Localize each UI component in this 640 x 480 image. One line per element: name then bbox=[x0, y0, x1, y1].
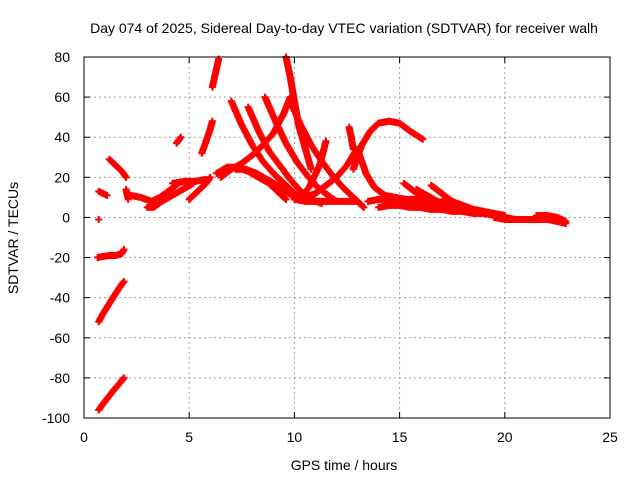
data-point bbox=[322, 137, 330, 145]
data-point bbox=[360, 203, 368, 211]
grid-lines bbox=[84, 57, 610, 418]
data-point bbox=[282, 195, 290, 203]
series-s11 bbox=[173, 133, 185, 147]
x-tick-label: 20 bbox=[497, 429, 513, 445]
series-s14 bbox=[208, 55, 223, 91]
x-tick-label: 10 bbox=[287, 429, 303, 445]
data-point bbox=[124, 195, 132, 203]
chart-title: Day 074 of 2025, Sidereal Day-to-day VTE… bbox=[90, 20, 598, 36]
series-s13 bbox=[198, 117, 216, 157]
y-tick-label: -60 bbox=[50, 330, 70, 346]
series-s26 bbox=[345, 123, 357, 153]
y-tick-label: -20 bbox=[50, 250, 70, 266]
series-s03 bbox=[94, 246, 128, 262]
y-tick-label: -40 bbox=[50, 290, 70, 306]
data-point-fill bbox=[281, 194, 289, 202]
y-axis-label: SDTVAR / TECUs bbox=[5, 182, 21, 294]
x-tick-label: 25 bbox=[602, 429, 618, 445]
data-point bbox=[419, 135, 427, 143]
data-point bbox=[120, 374, 128, 382]
series-s10 bbox=[168, 175, 210, 187]
y-tick-label: 40 bbox=[54, 129, 70, 145]
y-tick-label: 20 bbox=[54, 169, 70, 185]
series-s23 bbox=[290, 195, 362, 205]
data-points bbox=[94, 53, 570, 414]
x-tick-label: 15 bbox=[392, 429, 408, 445]
data-point bbox=[95, 215, 103, 223]
data-point bbox=[122, 173, 130, 181]
tick-labels: 0 5 10 15 20 25 -100 -80 -60 -40 -20 0 20 40 60 80 bbox=[42, 49, 618, 445]
x-tick-label: 0 bbox=[80, 429, 88, 445]
data-point bbox=[562, 217, 570, 225]
data-point bbox=[354, 197, 362, 205]
data-point bbox=[208, 117, 216, 125]
data-point-fill bbox=[359, 202, 367, 210]
data-point bbox=[120, 246, 128, 254]
series-s04 bbox=[95, 215, 103, 223]
y-tick-label: -100 bbox=[42, 410, 70, 426]
x-tick-label: 5 bbox=[185, 429, 193, 445]
y-tick-label: 60 bbox=[54, 89, 70, 105]
data-point bbox=[307, 165, 315, 173]
y-tick-label: 0 bbox=[62, 209, 70, 225]
series-s05 bbox=[95, 187, 111, 199]
y-tick-label: -80 bbox=[50, 370, 70, 386]
axis-ticks bbox=[83, 56, 611, 419]
series-s12 bbox=[185, 173, 214, 203]
y-tick-label: 80 bbox=[54, 49, 70, 65]
series-s02 bbox=[95, 278, 128, 326]
data-point bbox=[103, 191, 111, 199]
data-point bbox=[177, 133, 185, 141]
series-s37 bbox=[532, 211, 570, 225]
x-axis-label: GPS time / hours bbox=[291, 457, 398, 473]
data-point bbox=[206, 173, 214, 181]
series-s19 bbox=[244, 103, 326, 207]
plot-frame bbox=[83, 56, 611, 419]
series-s01 bbox=[95, 374, 128, 414]
series-s06 bbox=[105, 155, 130, 181]
series-s24 bbox=[295, 137, 330, 203]
series-s16 bbox=[217, 93, 294, 181]
data-point bbox=[120, 278, 128, 286]
